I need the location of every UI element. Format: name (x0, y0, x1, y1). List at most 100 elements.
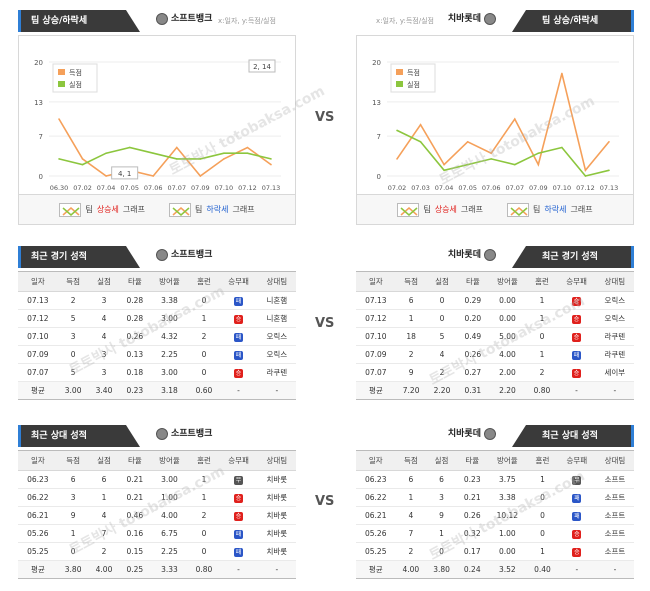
table-cell: 07.13 (18, 291, 58, 310)
left-team-name: 소프트뱅크 (156, 13, 212, 25)
y-tick-label: 0 (39, 173, 43, 181)
table-cell: 0 (426, 291, 458, 310)
average-cell: 4.00 (88, 560, 120, 579)
series-line-allowed (58, 146, 272, 166)
uptrend-graph-icon (397, 202, 420, 217)
left-line-chart: 0 7 13 20 06.30 07.02 07.04 07.05 07.06 07.07 07.0… (34, 59, 281, 192)
column-header: 승무패 (557, 271, 596, 292)
chart-grid (387, 61, 619, 177)
column-header: 승무패 (557, 450, 596, 471)
table-row: 05.25 0 2 0.15 2.25 0 패 치바롯 (18, 542, 296, 561)
column-header: 타율 (456, 450, 488, 471)
table-cell: 3 (88, 291, 120, 310)
table-cell: 0.13 (119, 345, 151, 364)
result-cell: 패 (219, 291, 258, 310)
column-header: 실점 (426, 271, 458, 292)
legend-uptrend: 팀 상승세 그래프 (397, 202, 483, 217)
table-cell: 1 (188, 470, 220, 489)
table-cell: 0.28 (119, 309, 151, 328)
table-cell: 소프트 (595, 488, 634, 507)
table-cell: 0.21 (119, 470, 151, 489)
average-cell: 3.00 (57, 381, 89, 400)
table-cell: 1 (526, 291, 558, 310)
data-point (199, 158, 202, 160)
table-cell: 2 (188, 327, 220, 346)
right-team-name: 치바롯데 (448, 428, 496, 440)
data-point (466, 163, 469, 166)
column-header: 일자 (18, 271, 58, 292)
table-cell: 라쿠텐 (257, 363, 296, 382)
table-cell: 1 (188, 309, 220, 328)
x-tick-label: 07.05 (458, 184, 477, 192)
table-cell: 1 (395, 488, 427, 507)
x-tick-label: 07.13 (262, 184, 281, 192)
table-cell: 05.26 (356, 524, 396, 543)
data-point (152, 152, 155, 154)
column-header: 타율 (119, 450, 151, 471)
right-h2h-table: 일자 득점 실점 타율 방어율 홈런 승무패 상대팀 06.23 6 6 0.23 3.75 1 무 소프트 0… (356, 450, 634, 579)
column-header: 득점 (57, 271, 89, 292)
right-line-chart: 0 7 13 20 07.02 07.03 07.04 07.05 07.06 07.07 07.0… (372, 59, 619, 192)
series-line-allowed (396, 129, 610, 177)
result-cell: 패 (557, 506, 596, 525)
team-logo-icon (484, 249, 496, 261)
result-badge: 패 (572, 350, 582, 360)
result-cell: 승 (557, 542, 596, 561)
table-cell: 라쿠텐 (595, 345, 634, 364)
column-header: 실점 (426, 450, 457, 471)
axis-label: x:일자, y:득점/실점 (376, 17, 434, 25)
data-point (584, 169, 587, 172)
left-recent-table: 일자 득점 실점 타율 방어율 홈런 승무패 상대팀 07.13 2 3 0.28 3.38 0 패 니혼햄 0… (18, 271, 296, 400)
result-cell: 패 (219, 524, 258, 543)
x-tick-label: 07.07 (167, 184, 186, 192)
table-cell: 5 (426, 327, 458, 346)
table-row: 06.22 1 3 0.21 3.38 0 패 소프트 (356, 488, 634, 507)
x-tick-label: 07.13 (600, 184, 619, 192)
average-cell: - (257, 381, 296, 400)
table-cell: 2 (57, 291, 89, 310)
table-cell: 10.12 (487, 506, 528, 525)
downtrend-graph-icon (169, 202, 191, 217)
average-row: 평균 3.00 3.40 0.23 3.18 0.60- - (18, 381, 296, 400)
table-cell: 0.00 (487, 542, 528, 561)
table-cell: 0 (188, 363, 220, 382)
x-tick-label: 07.09 (529, 184, 548, 192)
left-h2h-header: 최근 상대 성적 소프트뱅크 (18, 425, 296, 447)
left-trend-panel: 팀 상승/하락세 소프트뱅크 x:일자, y:득점/실점 0 7 13 20 06.30… (18, 10, 296, 225)
table-cell: 0.17 (456, 542, 488, 561)
result-cell: 패 (557, 488, 596, 507)
table-cell: 0 (527, 524, 558, 543)
table-cell: 0.26 (119, 327, 151, 346)
table-cell: 3.00 (150, 309, 189, 328)
y-tick-label: 20 (34, 59, 43, 67)
table-cell: 0.00 (488, 291, 527, 310)
average-cell: 3.33 (150, 560, 189, 579)
table-cell: 니혼햄 (257, 309, 296, 328)
result-badge: 승 (572, 314, 582, 324)
legend-swatch (58, 69, 65, 75)
table-cell: 3.38 (150, 291, 189, 310)
result-badge: 패 (234, 547, 244, 557)
left-trend-header: 팀 상승/하락세 소프트뱅크 x:일자, y:득점/실점 (18, 10, 296, 32)
right-chart-legend: 팀 상승세 그래프 팀 하락세 그래프 (356, 195, 634, 225)
table-cell: 6 (57, 470, 89, 489)
table-cell: 4.32 (150, 327, 189, 346)
table-row: 06.22 3 1 0.21 1.00 1 승 치바롯 (18, 488, 296, 507)
table-cell: 라쿠텐 (595, 327, 634, 346)
h2h-title: 최근 상대 성적 (18, 425, 140, 447)
average-cell: 0.80 (188, 560, 220, 579)
table-row: 06.21 4 9 0.26 10.12 0 패 소프트 (356, 506, 634, 525)
x-tick-label: 07.02 (73, 184, 92, 192)
table-cell: 0.20 (457, 309, 489, 328)
table-cell: 06.23 (356, 470, 396, 489)
data-point (561, 146, 563, 149)
data-point (537, 152, 540, 154)
table-row: 07.13 6 0 0.29 0.00 1 승 오릭스 (356, 291, 634, 310)
series-line-runs (396, 73, 610, 173)
table-cell: 6.75 (150, 524, 189, 543)
table-cell: 07.10 (18, 327, 58, 346)
result-cell: 패 (219, 345, 258, 364)
result-badge: 무 (572, 475, 582, 485)
x-tick-label: 07.06 (482, 184, 501, 192)
table-cell: 2.00 (488, 363, 527, 382)
